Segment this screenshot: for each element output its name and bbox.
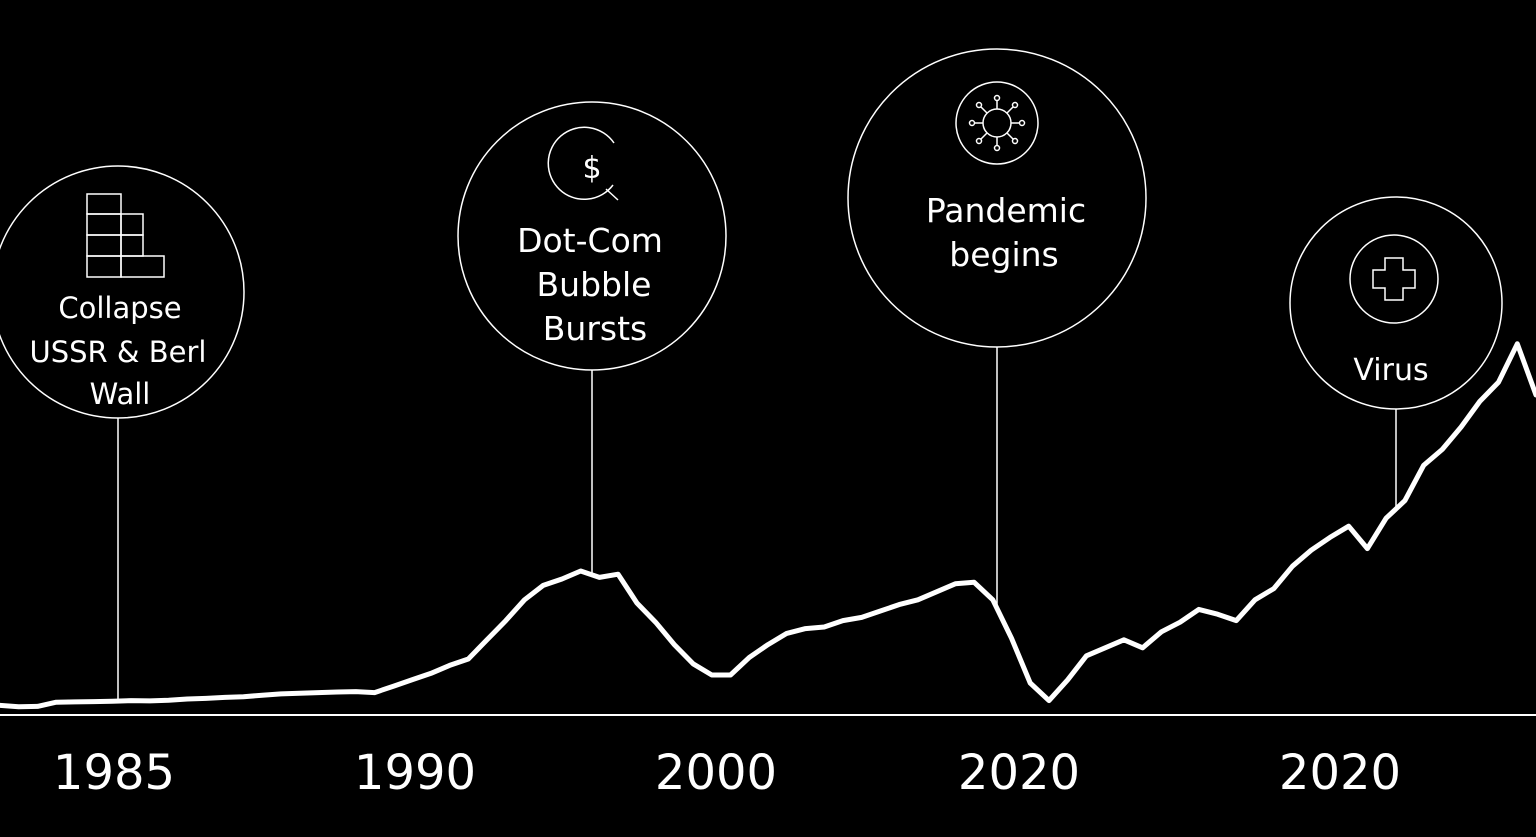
annotation-label-line: Pandemic [926,191,1086,230]
annotation-label-line: Bursts [543,309,647,348]
svg-text:$: $ [582,151,601,186]
x-tick-label: 1990 [354,745,476,801]
virus-icon [955,81,1039,165]
dollar-coin-icon: $ [547,126,619,201]
annotation-label-line: Dot-Com [517,221,663,260]
medical-cross-icon [1349,234,1439,324]
series-line [0,341,1536,710]
annotation-virus: Virus [1289,196,1503,410]
annotation-label-line: USSR & Berl [30,335,207,369]
annotation-pandemic: Pandemic begins [847,48,1147,348]
annotation-label-line: Collapse [58,291,181,325]
x-tick-label: 2020 [1279,745,1401,801]
x-tick-label: 1985 [53,745,175,801]
annotation-label-line: Wall [90,377,151,411]
x-axis-ticks: 1985 1990 2000 2020 2020 [53,745,1401,801]
annotation-label-line: begins [949,235,1058,274]
annotation-label-line: Bubble [537,265,652,304]
x-tick-label: 2000 [655,745,777,801]
brick-wall-icon [86,193,165,278]
annotation-circle [0,165,245,419]
annotation-circle [847,48,1147,348]
annotation-label-line: Virus [1353,353,1428,388]
annotation-berlin-wall: Collapse USSR & Berl Wall [0,165,245,419]
annotation-circle [457,101,727,371]
annotation-dot-com: $ Dot-Com Bubble Bursts [457,101,727,371]
annotation-connectors [117,347,1397,701]
annotation-circle [1289,196,1503,410]
x-tick-label: 2020 [958,745,1080,801]
